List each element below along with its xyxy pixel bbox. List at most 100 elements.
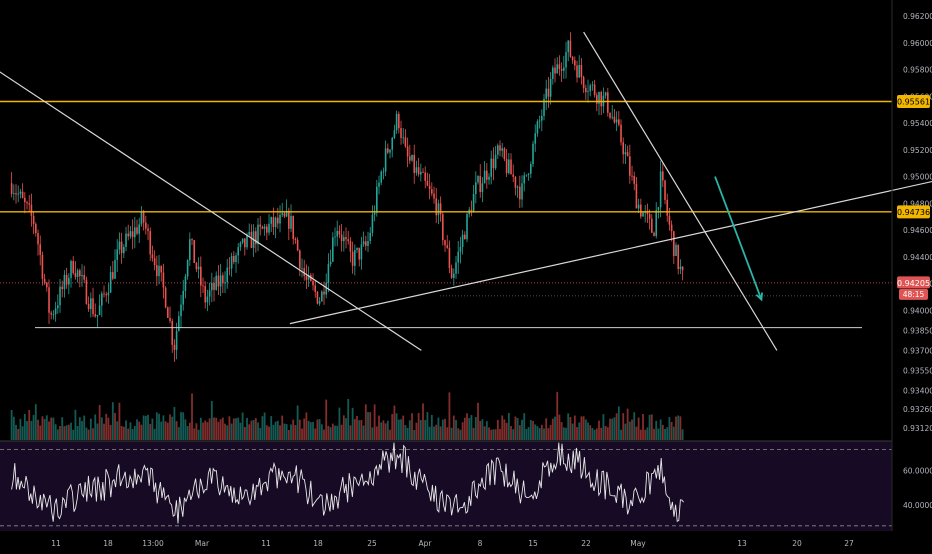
horizontal-levels[interactable]: [0, 100, 892, 329]
volume-bar-227: [510, 426, 512, 440]
candle-body-122: [279, 214, 281, 224]
price-tick-label: 0.93550: [903, 366, 932, 375]
candle-body-236: [530, 164, 532, 174]
candle-body-262: [587, 91, 589, 93]
volume-bar-201: [452, 415, 455, 440]
candle-body-237: [532, 143, 534, 165]
candle-body-75: [175, 330, 178, 350]
volume-bar-55: [131, 429, 134, 440]
projection-arrow-shaft[interactable]: [714, 176, 763, 300]
time-axis-bg: [0, 531, 932, 550]
volume-bar-157: [356, 416, 358, 440]
candle-body-103: [237, 247, 240, 256]
volume-bar-122: [279, 425, 281, 440]
volume-bar-196: [441, 419, 444, 440]
volume-bar-25: [65, 425, 68, 440]
candle-body-259: [580, 65, 583, 78]
price-tick-label: 0.93850: [903, 326, 932, 335]
time-tick-label: 8: [478, 539, 483, 548]
trend-lines[interactable]: [0, 31, 932, 351]
candle-body-233: [523, 175, 526, 184]
volume-bar-253: [567, 413, 570, 440]
candle-body-74: [173, 344, 176, 350]
candle-body-285: [637, 204, 640, 209]
candle-body-120: [274, 217, 277, 228]
volume-bar-114: [261, 416, 264, 440]
trend-line-3[interactable]: [583, 31, 778, 351]
candle-body-79: [184, 276, 187, 292]
volume-bar-285: [637, 417, 640, 440]
candle-body-88: [204, 286, 207, 303]
volume-bar-231: [518, 425, 521, 440]
volume-bar-251: [562, 427, 565, 440]
candle-body-95: [219, 275, 222, 287]
volume-bar-239: [536, 426, 539, 440]
candle-body-32: [81, 274, 83, 277]
candle-body-221: [497, 145, 499, 155]
volume-bar-208: [468, 418, 471, 440]
oscillator-axis[interactable]: 60.0000 40.0000: [903, 466, 932, 510]
volume-bar-96: [221, 417, 224, 440]
candle-body-124: [283, 213, 286, 217]
volume-bar-189: [426, 412, 429, 440]
volume-bar-154: [349, 425, 352, 440]
candle-body-276: [618, 119, 620, 125]
candle-body-246: [552, 67, 554, 79]
candle-body-131: [299, 250, 301, 269]
volume-bar-277: [620, 429, 622, 440]
trend-line-1[interactable]: [0, 70, 422, 351]
volume-bar-115: [263, 412, 266, 440]
candle-body-234: [525, 174, 528, 176]
candle-body-214: [481, 183, 484, 193]
volume-bar-139: [316, 419, 319, 440]
price-axis[interactable]: 0.962000.960000.958000.956000.954000.952…: [903, 12, 932, 433]
volume-bar-276: [617, 406, 620, 440]
volume-bar-86: [199, 417, 202, 440]
candle-body-82: [191, 239, 193, 241]
candle-body-182: [411, 154, 413, 161]
candle-body-87: [202, 285, 204, 287]
candle-body-167: [378, 182, 380, 187]
volume-bar-48: [116, 421, 119, 440]
volume-bar-216: [485, 421, 488, 440]
volume-bar-198: [446, 427, 449, 440]
trend-line-2[interactable]: [289, 177, 932, 325]
volume-bar-90: [208, 418, 211, 440]
candle-body-282: [631, 175, 633, 177]
volume-bar-124: [283, 423, 286, 440]
volume-bar-212: [477, 402, 479, 440]
projection-arrow-head[interactable]: [755, 292, 763, 302]
projection-arrow[interactable]: [714, 176, 763, 302]
candle-body-35: [87, 303, 90, 310]
volume-bar-110: [252, 420, 255, 440]
candle-body-143: [325, 282, 328, 295]
volume-bar-119: [272, 424, 275, 440]
volume-bar-235: [527, 427, 530, 440]
candle-body-34: [85, 279, 88, 304]
candle-body-86: [200, 266, 202, 286]
candle-body-98: [226, 267, 229, 283]
time-axis[interactable]: 11 18 13:00 Mar 11 18 25 Apr 8 15 22 May 13 20 27: [0, 531, 932, 550]
candle-body-134: [305, 276, 308, 280]
candle-body-241: [541, 115, 543, 121]
volume-bar-133: [303, 418, 306, 440]
volume-bar-281: [628, 421, 631, 440]
candle-body-211: [475, 182, 477, 194]
candle-body-45: [109, 272, 112, 293]
candle-body-70: [164, 287, 167, 308]
candle-body-256: [574, 60, 576, 66]
volume-bar-28: [72, 429, 75, 440]
candle-body-22: [59, 286, 61, 306]
volume-bar-257: [576, 427, 578, 440]
candle-body-69: [162, 272, 165, 288]
candle-body-60: [142, 211, 145, 223]
candle-body-183: [413, 154, 416, 173]
candle-body-292: [653, 232, 655, 237]
candle-body-56: [134, 227, 136, 238]
volume-bar-243: [545, 418, 548, 440]
candle-body-223: [501, 148, 504, 151]
candle-body-210: [472, 193, 475, 213]
volume-bar-12: [37, 419, 39, 440]
